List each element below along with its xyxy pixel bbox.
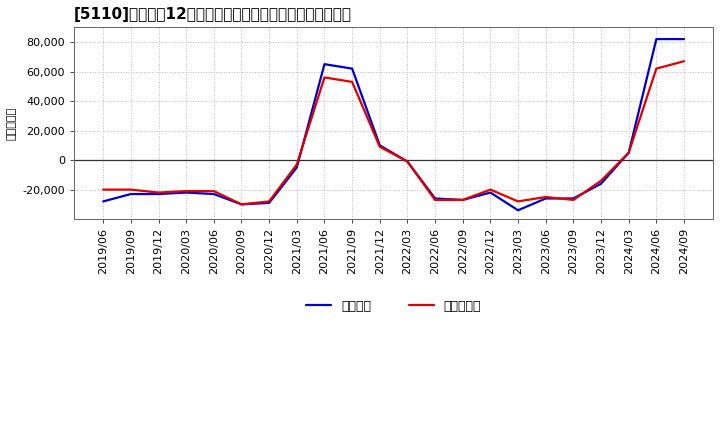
経常利益 [403,159,412,164]
経常利益 [431,196,439,201]
当期純利益 [182,188,191,194]
経常利益 [624,150,633,155]
経常利益 [680,37,688,42]
Legend: 経常利益, 当期純利益: 経常利益, 当期純利益 [306,300,481,313]
当期純利益 [680,59,688,64]
当期純利益 [375,144,384,150]
当期純利益 [210,188,218,194]
経常利益 [459,197,467,202]
当期純利益 [486,187,495,192]
経常利益 [652,37,661,42]
当期純利益 [265,199,274,204]
経常利益 [99,199,107,204]
当期純利益 [541,194,550,200]
当期純利益 [652,66,661,71]
Text: [5110]　利益だ12か月移動合計の対前年同期増減額の推移: [5110] 利益だ12か月移動合計の対前年同期増減額の推移 [74,7,352,22]
当期純利益 [348,79,356,84]
経常利益 [320,62,329,67]
経常利益 [514,208,523,213]
当期純利益 [403,159,412,164]
当期純利益 [237,202,246,207]
当期純利益 [127,187,135,192]
当期純利益 [431,197,439,202]
経常利益 [569,196,577,201]
Line: 当期純利益: 当期純利益 [103,61,684,204]
経常利益 [265,200,274,205]
当期純利益 [624,150,633,155]
経常利益 [292,165,301,170]
経常利益 [127,191,135,197]
当期純利益 [514,199,523,204]
経常利益 [210,191,218,197]
経常利益 [597,181,606,187]
当期純利益 [459,197,467,202]
当期純利益 [569,197,577,202]
経常利益 [154,191,163,197]
Y-axis label: （百万円）: （百万円） [7,106,17,140]
経常利益 [541,196,550,201]
経常利益 [182,190,191,195]
Line: 経常利益: 経常利益 [103,39,684,210]
経常利益 [348,66,356,71]
経常利益 [486,190,495,195]
経常利益 [375,143,384,148]
当期純利益 [292,162,301,167]
経常利益 [237,202,246,207]
当期純利益 [597,178,606,183]
当期純利益 [320,75,329,80]
当期純利益 [154,190,163,195]
当期純利益 [99,187,107,192]
